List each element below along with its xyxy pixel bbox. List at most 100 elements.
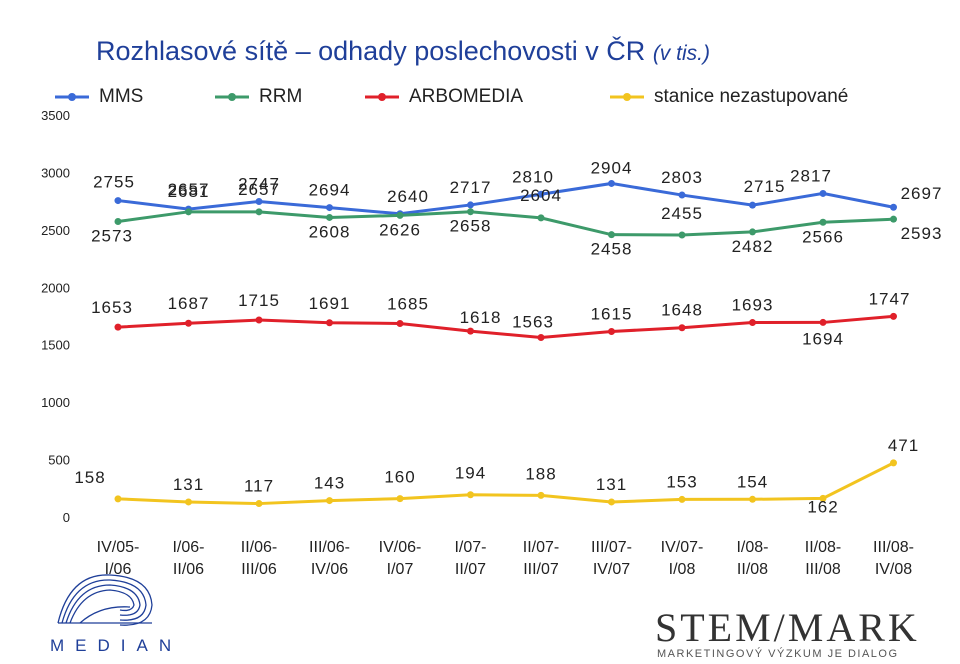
data-point: [819, 189, 827, 197]
series-line-1: [117, 210, 894, 237]
data-label: 1618: [460, 308, 502, 327]
data-point: [537, 333, 545, 341]
data-label: 2604: [520, 186, 562, 205]
data-label: 2640: [387, 187, 429, 206]
x-tick-label: IV/07-I/08: [661, 539, 704, 578]
legend-item-arbomedia: ARBOMEDIA: [365, 83, 523, 111]
data-point: [326, 319, 333, 327]
title-text: Rozhlasové sítě – odhady poslechovosti v…: [96, 36, 646, 66]
stemmark-subtitle: MARKETINGOVÝ VÝZKUM JE DIALOG: [657, 648, 899, 660]
data-label: 2482: [732, 237, 774, 256]
data-point: [255, 208, 263, 216]
legend-label-nezastupovane: stanice nezastupované: [654, 86, 849, 107]
data-label: 2657: [238, 180, 280, 199]
data-point: [185, 208, 192, 216]
data-point: [678, 191, 686, 199]
data-label: 2455: [661, 204, 703, 223]
legend: MMS RRM ARBOMEDIA stanice nezastupované: [45, 83, 945, 111]
data-point: [749, 201, 756, 209]
data-label: 143: [314, 474, 345, 493]
data-point: [819, 494, 827, 502]
y-tick-label: 3000: [41, 165, 70, 180]
data-point: [255, 500, 263, 508]
data-label: 160: [384, 468, 415, 487]
series-line-2: [117, 314, 894, 339]
data-point: [114, 323, 122, 331]
data-point: [396, 211, 404, 219]
legend-item-nezastupovane: stanice nezastupované: [610, 83, 848, 111]
y-tick-label: 2500: [41, 223, 70, 238]
data-point: [326, 497, 333, 505]
data-point: [890, 459, 897, 467]
series-line-3: [117, 461, 895, 506]
data-point: [608, 328, 615, 336]
data-label: 2810: [512, 167, 554, 186]
data-label: 188: [525, 464, 556, 483]
data-point: [185, 319, 192, 327]
data-point: [114, 495, 122, 503]
x-tick-label: IV/06-I/07: [379, 539, 422, 578]
data-point: [326, 204, 333, 212]
median-logo-text: MEDIAN: [50, 636, 183, 655]
data-point: [608, 498, 615, 506]
data-point: [255, 197, 263, 205]
data-label: 154: [737, 472, 768, 491]
data-label: 2747: [238, 174, 280, 193]
data-label: 2697: [901, 184, 943, 203]
data-label: 2904: [591, 158, 633, 177]
y-tick-label: 1000: [41, 395, 70, 410]
data-point: [890, 312, 897, 320]
data-label: 1694: [802, 329, 844, 348]
x-tick-label: I/07-II/07: [454, 539, 486, 578]
data-label: 1648: [661, 301, 703, 320]
x-tick-label: III/07-IV/07: [591, 539, 632, 578]
legend-marker-arbomedia: [365, 93, 399, 101]
x-tick-label: III/08-IV/08: [873, 539, 914, 578]
data-label: 1691: [309, 294, 351, 313]
data-point: [467, 327, 474, 335]
data-label: 2458: [591, 240, 633, 259]
data-point: [890, 215, 897, 223]
data-label: 194: [455, 464, 486, 483]
x-tick-label: I/06-II/06: [172, 539, 204, 578]
x-tick-label: I/08-II/08: [736, 539, 768, 578]
data-label: 1693: [732, 296, 774, 315]
data-point: [749, 228, 756, 236]
data-point: [467, 491, 474, 499]
data-label: 1715: [238, 291, 280, 310]
data-label: 2566: [802, 227, 844, 246]
data-point: [537, 190, 545, 198]
data-label: 131: [173, 475, 204, 494]
legend-label-arbomedia: ARBOMEDIA: [409, 86, 524, 107]
data-label: 158: [74, 468, 105, 487]
data-label: 2803: [661, 168, 703, 187]
data-point: [819, 218, 827, 226]
x-tick-label: III/06-IV/06: [309, 539, 350, 578]
y-tick-label: 2000: [41, 280, 70, 295]
data-label: 2573: [91, 226, 133, 245]
median-logo-mark: [57, 574, 153, 626]
data-label: 2755: [93, 173, 135, 192]
data-label: 2817: [790, 166, 832, 185]
median-logo: MEDIAN: [40, 565, 171, 660]
x-tick-label: II/08-III/08: [805, 539, 841, 578]
data-point: [749, 495, 756, 503]
data-label: 2715: [744, 177, 786, 196]
legend-marker-rrm: [215, 93, 249, 101]
y-tick-label: 3500: [41, 108, 70, 123]
data-label: 153: [666, 472, 697, 491]
data-point: [114, 217, 122, 225]
data-label: 2694: [309, 181, 351, 200]
x-tick-label: II/06-III/06: [241, 539, 277, 578]
data-label: 2658: [450, 217, 492, 236]
data-point: [114, 197, 122, 205]
legend-label-mms: MMS: [99, 86, 144, 107]
data-label: 2608: [309, 222, 351, 241]
data-label: 1653: [91, 298, 133, 317]
data-label: 117: [244, 477, 274, 496]
data-point: [255, 316, 263, 324]
data-point: [185, 498, 192, 506]
data-point: [467, 208, 474, 216]
data-point: [396, 319, 404, 327]
